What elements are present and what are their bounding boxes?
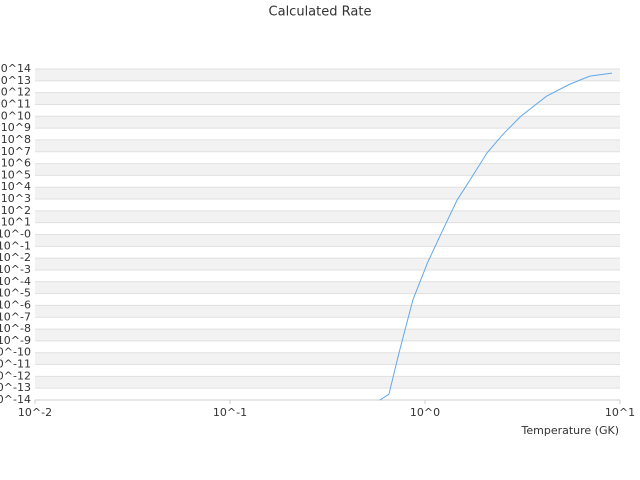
y-tick-label: 10^8 <box>1 133 31 146</box>
y-tick-label: 10^-3 <box>0 263 31 276</box>
grid-band <box>35 116 620 129</box>
y-tick-label: 10^-1 <box>0 239 31 252</box>
y-tick-label: 10^-11 <box>0 358 31 371</box>
x-tick-label: 10^-2 <box>18 406 52 419</box>
y-tick-label: 10^-0 <box>0 228 31 241</box>
y-tick-label: 10^14 <box>0 62 31 75</box>
grid-band <box>35 376 620 389</box>
y-tick-label: 10^-13 <box>0 381 31 394</box>
y-tick-label: 10^-8 <box>0 322 31 335</box>
y-tick-label: 10^1 <box>1 216 31 229</box>
y-tick-label: 10^13 <box>0 74 31 87</box>
y-tick-label: 10^7 <box>1 145 31 158</box>
y-tick-label: 10^3 <box>1 192 31 205</box>
grid-band <box>35 352 620 365</box>
y-tick-label: 10^10 <box>0 109 31 122</box>
grid-band <box>35 305 620 318</box>
y-tick-label: 10^-4 <box>0 275 31 288</box>
y-tick-label: 10^12 <box>0 86 31 99</box>
data-line <box>379 72 613 401</box>
y-tick-label: 10^-5 <box>0 287 31 300</box>
y-tick-label: 10^-14 <box>0 393 31 406</box>
y-tick-label: 10^-6 <box>0 298 31 311</box>
grid-band <box>35 234 620 247</box>
x-tick-label: 10^-1 <box>213 406 247 419</box>
y-tick-label: 10^6 <box>1 157 31 170</box>
y-tick-label: 10^-10 <box>0 346 31 359</box>
y-tick-label: 10^2 <box>1 204 31 217</box>
grid-band <box>35 210 620 223</box>
grid-band <box>35 281 620 294</box>
grid-band <box>35 139 620 152</box>
y-tick-label: 10^11 <box>0 97 31 110</box>
x-axis-label: Temperature (GK) <box>521 424 620 437</box>
grid-band <box>35 258 620 270</box>
chart-title: Calculated Rate <box>269 5 372 20</box>
y-tick-label: 10^-2 <box>0 251 31 264</box>
x-tick-label: 10^0 <box>410 406 440 419</box>
grid-band <box>35 163 620 176</box>
y-tick-label: 10^5 <box>1 168 31 181</box>
y-tick-label: 10^-7 <box>0 310 31 323</box>
grid-band <box>35 92 620 105</box>
y-tick-label: 10^-9 <box>0 334 31 347</box>
y-tick-label: 10^9 <box>1 121 31 134</box>
y-tick-label: 10^-12 <box>0 369 31 382</box>
grid-band <box>35 329 620 341</box>
x-tick-label: 10^1 <box>605 406 635 419</box>
grid-band <box>35 69 620 81</box>
grid-band <box>35 187 620 200</box>
y-tick-label: 10^4 <box>1 180 31 193</box>
